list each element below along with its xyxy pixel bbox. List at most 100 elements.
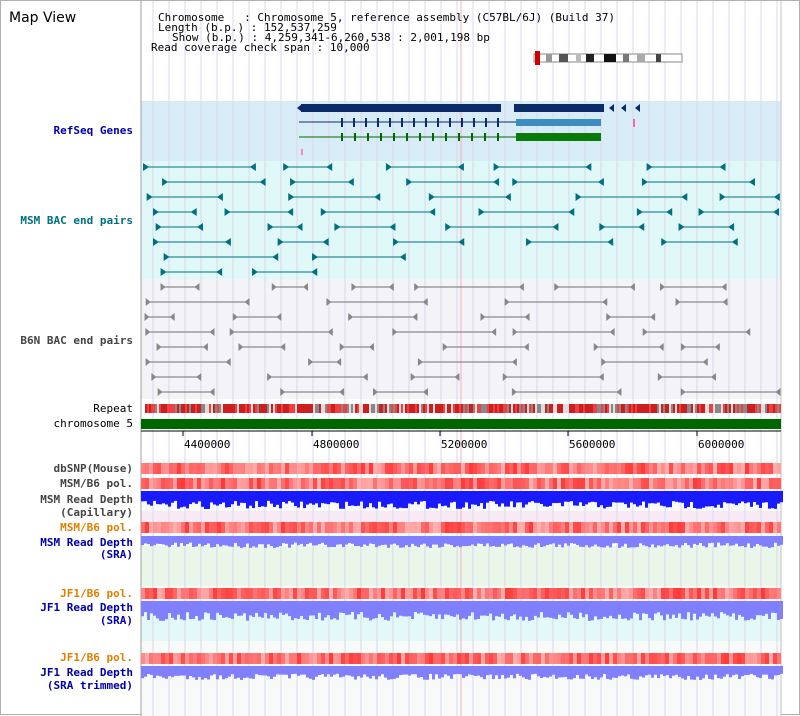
repeat-segment — [305, 404, 307, 413]
repeat-segment — [707, 404, 709, 413]
jf1-sra-depth — [348, 601, 351, 615]
repeat-segment — [289, 404, 291, 413]
msm-capillary-depth — [534, 491, 537, 503]
b6n-bac-end — [702, 358, 708, 366]
jf1-sra-depth — [702, 601, 705, 614]
msm-sra-depth — [408, 536, 411, 547]
jf1-sra-depth — [510, 601, 513, 617]
jf1-b6-pol-heat — [333, 653, 337, 664]
dbsnp-heat — [173, 463, 177, 474]
msm-sra-depth — [411, 536, 414, 544]
jf1-b6-pol-heat — [449, 653, 453, 664]
jf1-sra-depth — [246, 601, 249, 621]
jf1-b6-pol-heat — [653, 588, 657, 599]
msm-capillary-depth — [243, 491, 246, 503]
jf1-b6-pol-heat — [241, 588, 245, 599]
b6n-bac-end — [710, 373, 716, 381]
repeat-segment — [587, 404, 589, 413]
track-label-msm-bac[interactable]: MSM BAC end pairs — [20, 214, 133, 227]
msm-bac-end — [636, 208, 643, 216]
jf1-b6-pol-heat — [645, 653, 649, 664]
msm-b6-pol-heat — [585, 522, 589, 533]
jf1-sra-depth — [288, 601, 291, 617]
jf1-b6-pol-heat — [529, 588, 533, 599]
msm-bac-end — [641, 178, 648, 186]
jf1-sra-depth — [504, 601, 507, 620]
jf1-b6-pol-heat — [577, 588, 581, 599]
msm-capillary-depth — [747, 491, 750, 503]
track-label-refseq[interactable]: RefSeq Genes — [53, 124, 133, 137]
jf1-trimmed-depth — [264, 666, 267, 676]
jf1-b6-pol-heat — [629, 588, 633, 599]
msm-sra-depth — [225, 536, 228, 546]
jf1-trimmed-depth — [300, 666, 303, 675]
msm-capillary-depth — [414, 491, 417, 502]
jf1-b6-pol-heat — [549, 588, 553, 599]
dbsnp-heat — [553, 463, 557, 474]
msm-capillary-depth — [246, 491, 249, 509]
msm-capillary-depth — [459, 491, 462, 509]
msm-b6-pol-heat — [441, 522, 445, 533]
track-label-b6n-bac[interactable]: B6N BAC end pairs — [20, 334, 133, 347]
jf1-b6-pol-heat — [685, 588, 689, 599]
msm-bac-end — [552, 223, 559, 231]
dbsnp-heat — [589, 463, 593, 474]
dbsnp-heat — [713, 463, 717, 474]
msm-b6-pol-heat — [357, 478, 361, 489]
jf1-b6-pol-heat — [177, 653, 181, 664]
b6n-bac-end — [721, 283, 727, 291]
msm-sra-depth — [345, 536, 348, 545]
msm-capillary-depth — [336, 491, 339, 504]
jf1-b6-pol-heat — [441, 653, 445, 664]
msm-sra-depth — [588, 536, 591, 548]
repeat-segment — [727, 404, 729, 413]
jf1-sra-depth — [450, 601, 453, 617]
repeat-segment — [373, 404, 375, 413]
repeat-segment — [595, 404, 597, 413]
msm-b6-pol-heat — [701, 522, 705, 533]
dbsnp-heat — [349, 463, 353, 474]
jf1-trimmed-depth — [759, 666, 762, 679]
repeat-segment — [501, 404, 503, 413]
jf1-b6-pol-heat — [381, 653, 385, 664]
jf1-trimmed-depth — [309, 666, 312, 679]
msm-b6-pol-heat — [245, 478, 249, 489]
msm-capillary-depth — [273, 491, 276, 507]
msm-capillary-depth — [495, 491, 498, 505]
b6n-bac-end — [714, 343, 720, 351]
jf1-b6-pol-heat — [249, 588, 253, 599]
msm-sra-depth — [591, 536, 594, 547]
dbsnp-heat — [489, 463, 493, 474]
jf1-b6-pol-heat — [605, 588, 609, 599]
msm-sra-depth — [546, 536, 549, 546]
jf1-trimmed-depth — [735, 666, 738, 675]
msm-capillary-depth — [543, 491, 546, 507]
msm-b6-pol-heat — [445, 478, 449, 489]
msm-b6-pol-heat — [341, 522, 345, 533]
jf1-sra-depth — [525, 601, 528, 617]
jf1-trimmed-depth — [540, 666, 543, 678]
msm-sra-depth — [735, 536, 738, 544]
msm-b6-pol-heat — [333, 522, 337, 533]
jf1-sra-depth — [201, 601, 204, 620]
jf1-b6-pol-heat — [177, 588, 181, 599]
repeat-segment — [497, 404, 499, 413]
jf1-trimmed-depth — [285, 666, 288, 675]
msm-sra-depth — [480, 536, 483, 544]
jf1-trimmed-depth — [291, 666, 294, 675]
msm-sra-depth — [618, 536, 621, 548]
ideogram-band — [656, 54, 661, 62]
jf1-sra-depth — [435, 601, 438, 619]
jf1-sra-depth — [693, 601, 696, 614]
msm-sra-depth — [441, 536, 444, 547]
jf1-b6-pol-heat — [417, 653, 421, 664]
jf1-trimmed-depth — [741, 666, 744, 677]
msm-capillary-depth — [735, 491, 738, 506]
jf1-b6-pol-heat — [181, 588, 185, 599]
msm-b6-pol-heat — [277, 478, 281, 489]
jf1-b6-pol-heat — [405, 653, 409, 664]
repeat-segment — [531, 404, 533, 413]
repeat-segment — [367, 404, 369, 413]
msm-b6-pol-heat — [413, 522, 417, 533]
